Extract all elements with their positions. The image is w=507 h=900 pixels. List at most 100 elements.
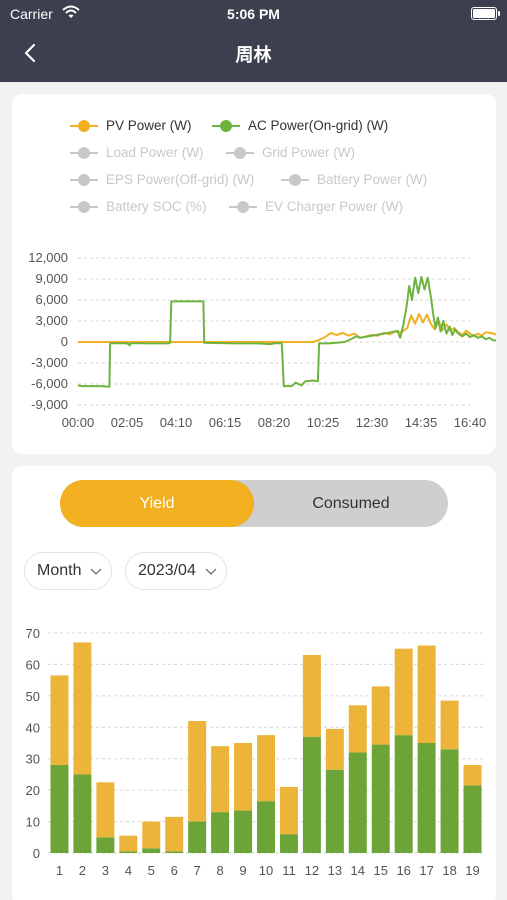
y-tick-label: 60 xyxy=(26,657,40,672)
y-tick-label: 6,000 xyxy=(35,292,68,307)
bar-upper-segment xyxy=(325,728,344,770)
top-bar: Carrier 5:06 PM 周林 xyxy=(0,0,507,82)
x-tick-label: 8 xyxy=(216,863,223,878)
bar-upper-segment xyxy=(348,705,367,753)
y-tick-label: 20 xyxy=(26,783,40,798)
x-tick-label: 1 xyxy=(56,863,63,878)
legend-load-power[interactable]: Load Power (W) xyxy=(70,145,204,160)
bar-lower-segment xyxy=(211,812,230,853)
x-tick-label: 4 xyxy=(125,863,132,878)
y-tick-label: 10 xyxy=(26,815,40,830)
x-tick-label: 12 xyxy=(305,863,319,878)
yield-consumed-toggle: Yield Consumed xyxy=(60,480,448,527)
x-tick-label: 06:15 xyxy=(209,415,242,430)
bar-lower-segment xyxy=(188,821,207,853)
bar-lower-segment xyxy=(440,749,459,853)
y-tick-label: 30 xyxy=(26,752,40,767)
x-tick-label: 02:05 xyxy=(111,415,144,430)
x-tick-label: 18 xyxy=(442,863,456,878)
x-tick-label: 10:25 xyxy=(307,415,340,430)
y-tick-label: -6,000 xyxy=(31,376,68,391)
bar-upper-segment xyxy=(119,835,138,852)
bar-upper-segment xyxy=(279,787,298,835)
bar-upper-segment xyxy=(302,655,321,737)
x-tick-label: 13 xyxy=(328,863,342,878)
y-tick-label: 3,000 xyxy=(35,313,68,328)
x-tick-label: 04:10 xyxy=(160,415,193,430)
bar-upper-segment xyxy=(371,686,390,745)
x-tick-label: 15 xyxy=(374,863,388,878)
x-tick-label: 3 xyxy=(102,863,109,878)
legend-label: EPS Power(Off-grid) (W) xyxy=(106,172,255,187)
y-tick-label: 9,000 xyxy=(35,271,68,286)
legend-pv-power[interactable]: PV Power (W) xyxy=(70,118,192,133)
period-select[interactable]: Month xyxy=(24,552,112,590)
y-tick-label: 40 xyxy=(26,720,40,735)
bar-upper-segment xyxy=(257,735,275,802)
x-tick-label: 6 xyxy=(171,863,178,878)
battery-icon xyxy=(471,7,500,20)
bar-lower-segment xyxy=(50,765,69,853)
bar-lower-segment xyxy=(73,774,92,853)
date-select[interactable]: 2023/04 xyxy=(125,552,227,590)
legend-eps-power[interactable]: EPS Power(Off-grid) (W) xyxy=(70,172,254,187)
y-tick-label: 0 xyxy=(61,334,68,349)
x-tick-label: 12:30 xyxy=(356,415,389,430)
bar-upper-segment xyxy=(73,642,92,775)
bar-upper-segment xyxy=(188,721,207,822)
legend-grid-power[interactable]: Grid Power (W) xyxy=(226,145,355,160)
x-tick-label: 08:20 xyxy=(258,415,291,430)
y-tick-label: -9,000 xyxy=(31,397,68,412)
legend-label: Load Power (W) xyxy=(106,145,204,160)
bar-lower-segment xyxy=(165,851,184,853)
bar-upper-segment xyxy=(394,648,413,736)
x-tick-label: 14 xyxy=(351,863,365,878)
legend-battery-power[interactable]: Battery Power (W) xyxy=(281,172,427,187)
back-arrow-icon[interactable] xyxy=(18,40,44,66)
bar-upper-segment xyxy=(142,821,161,849)
bar-upper-segment xyxy=(440,700,459,750)
bar-lower-segment xyxy=(394,735,413,853)
status-time: 5:06 PM xyxy=(227,6,280,22)
chevron-down-icon xyxy=(90,568,102,575)
legend-ac-power[interactable]: AC Power(On-grid) (W) xyxy=(212,118,388,133)
legend-battery-soc[interactable]: Battery SOC (%) xyxy=(70,199,207,214)
bar-upper-segment xyxy=(50,675,69,765)
date-select-value: 2023/04 xyxy=(138,562,196,579)
bar-lower-segment xyxy=(279,834,298,853)
legend-label: Battery Power (W) xyxy=(317,172,428,187)
legend-label: AC Power(On-grid) (W) xyxy=(248,118,389,133)
x-tick-label: 19 xyxy=(465,863,479,878)
period-select-value: Month xyxy=(37,562,82,579)
tab-consumed[interactable]: Consumed xyxy=(312,495,390,512)
tab-yield[interactable]: Yield xyxy=(60,480,254,527)
wifi-icon xyxy=(62,5,80,18)
y-tick-label: 0 xyxy=(33,846,40,861)
y-tick-label: -3,000 xyxy=(31,355,68,370)
x-tick-label: 11 xyxy=(282,863,296,878)
bar-lower-segment xyxy=(463,785,482,853)
bar-lower-segment xyxy=(348,752,367,853)
x-tick-label: 7 xyxy=(194,863,201,878)
x-tick-label: 17 xyxy=(419,863,433,878)
legend-ev-charger-power[interactable]: EV Charger Power (W) xyxy=(229,199,403,214)
bar-upper-segment xyxy=(463,765,482,786)
carrier-label: Carrier xyxy=(10,6,53,22)
bar-lower-segment xyxy=(302,736,321,853)
bar-lower-segment xyxy=(234,810,253,853)
bar-lower-segment xyxy=(142,848,161,853)
power-line-chart[interactable]: 12,000 9,000 6,000 3,000 0 -3,000 -6,000 -9,000… xyxy=(12,94,496,454)
y-tick-label: 70 xyxy=(26,626,40,641)
x-tick-label: 16:40 xyxy=(454,415,487,430)
y-tick-label: 12,000 xyxy=(28,250,68,265)
chevron-down-icon xyxy=(205,568,217,575)
power-chart-card: PV Power (W) AC Power(On-grid) (W) Load … xyxy=(12,94,496,454)
page-title: 周林 xyxy=(235,45,272,65)
bar-lower-segment xyxy=(371,744,390,853)
legend-label: PV Power (W) xyxy=(106,118,192,133)
bar-lower-segment xyxy=(96,837,115,853)
legend-label: Grid Power (W) xyxy=(262,145,356,160)
legend-label: Battery SOC (%) xyxy=(106,199,207,214)
yield-card: Yield Consumed Month 2023/04 70 60 50 40 30 2… xyxy=(12,466,496,900)
